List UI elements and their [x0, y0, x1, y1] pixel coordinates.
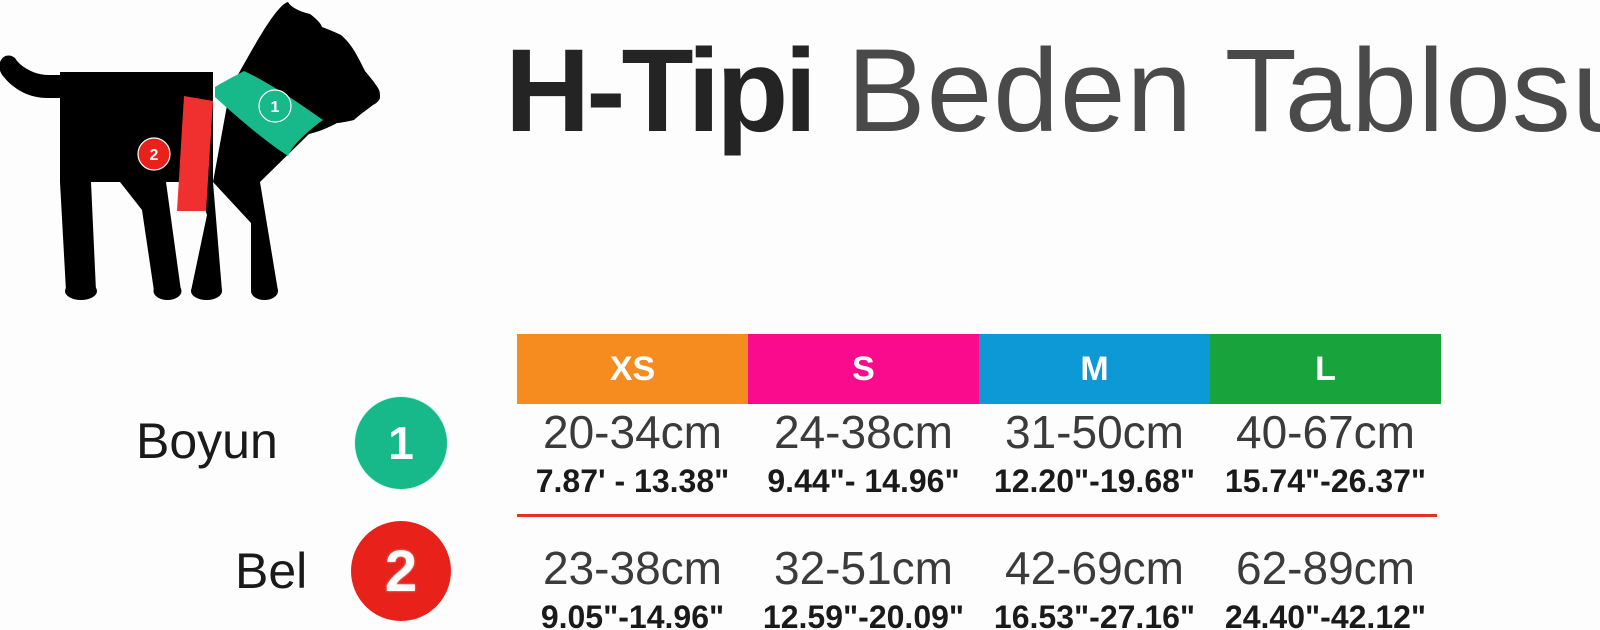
svg-text:1: 1 — [271, 99, 280, 116]
svg-text:2: 2 — [150, 147, 159, 164]
